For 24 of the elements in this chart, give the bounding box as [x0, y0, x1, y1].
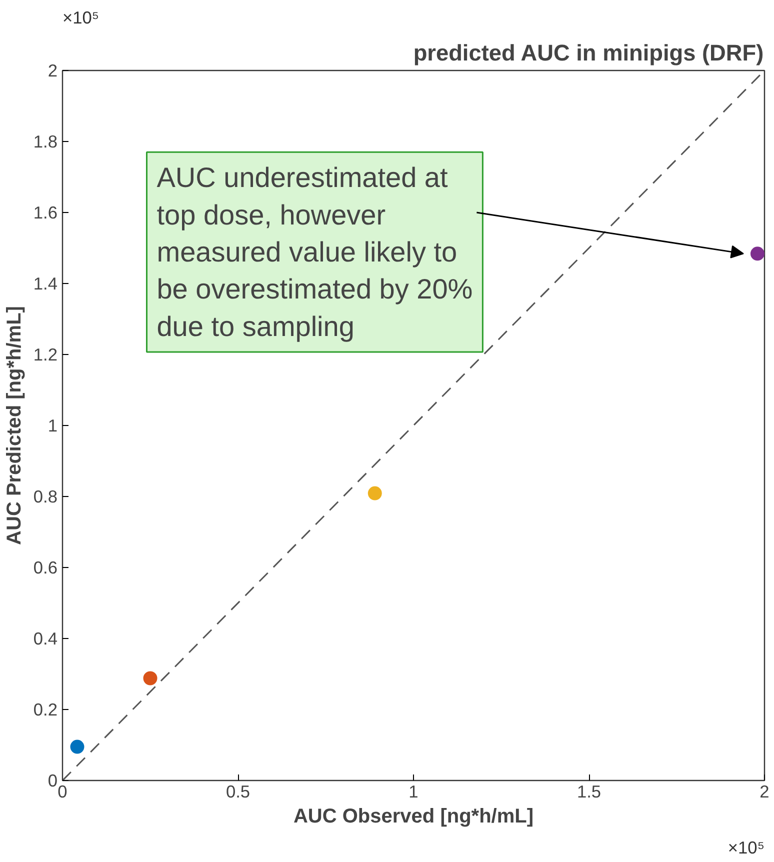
- point: [368, 486, 382, 500]
- text: ×10⁵: [728, 838, 764, 858]
- text: ×10⁵: [62, 8, 100, 28]
- y-tick-label: 1.8: [33, 132, 58, 152]
- annotation: AUC underestimated at top dose, however measured value likely to be overestimated by 20% due to sampling: [156, 162, 473, 342]
- y-tick-label: 2: [48, 60, 58, 80]
- x-tick-label: 2: [760, 782, 770, 802]
- chart-title: predicted AUC in minipigs (DRF): [413, 40, 764, 66]
- y-tick-label: 0.6: [33, 558, 58, 578]
- x-tick-label: 1.5: [576, 782, 602, 802]
- y-tick-label: 1.2: [33, 344, 58, 364]
- x-tick-label: 1: [408, 782, 418, 802]
- x-axis-title: AUC Observed [ng*h/mL]: [293, 806, 534, 828]
- x-tick-label: 0.5: [226, 782, 250, 802]
- point: [70, 740, 84, 754]
- point: [750, 246, 764, 261]
- y-tick-label: 1.6: [33, 202, 58, 222]
- y-tick-label: 1: [48, 416, 58, 436]
- y-tick-label: 0.4: [33, 628, 58, 648]
- y-axis-title: AUC Predicted [ng*h/mL]: [3, 306, 26, 545]
- y-tick-label: 0.2: [33, 700, 58, 720]
- y-tick-label: 1.4: [33, 274, 58, 294]
- y-tick-label: 0.8: [33, 486, 58, 506]
- point: [143, 671, 158, 686]
